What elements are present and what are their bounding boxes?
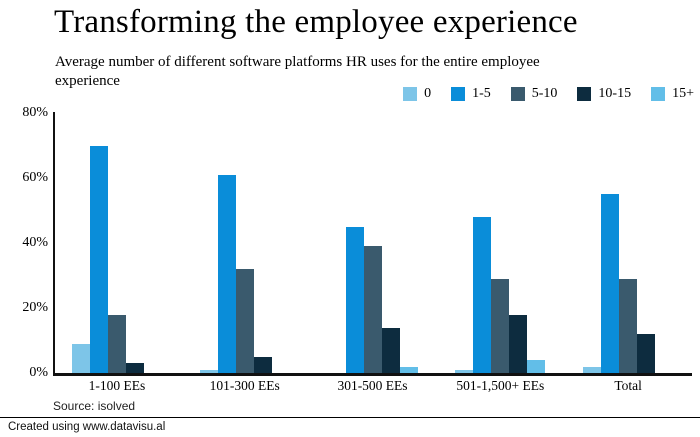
legend-label: 15+: [672, 86, 694, 101]
y-tick-label: 20%: [22, 300, 48, 315]
bar-5-10-Total: [619, 278, 638, 373]
bar-0-1-100 EEs: [71, 343, 90, 373]
bar-10-15-1-100 EEs: [125, 363, 144, 373]
bar-group-501-1,500+ EEs: [455, 217, 546, 373]
legend-item-0: 0: [403, 86, 431, 102]
legend-label: 5-10: [531, 86, 558, 101]
bar-0-501-1,500+ EEs: [455, 369, 474, 373]
bar-5-10-301-500 EEs: [363, 246, 382, 373]
bar-1-5-1-100 EEs: [89, 145, 108, 373]
x-category-label: Total: [614, 378, 642, 393]
bar-15+-501-1,500+ EEs: [527, 360, 546, 373]
bar-5-10-101-300 EEs: [235, 269, 254, 373]
bar-15+-301-500 EEs: [399, 366, 418, 373]
bar-5-10-501-1,500+ EEs: [491, 278, 510, 373]
bar-0-Total: [583, 366, 602, 373]
bar-group-301-500 EEs: [328, 226, 418, 373]
bar-1-5-Total: [601, 194, 620, 373]
bar-5-10-1-100 EEs: [107, 314, 126, 373]
x-category-label: 101-300 EEs: [209, 378, 280, 393]
chart-subtitle-line2: experience: [55, 72, 120, 89]
y-tick-label: 0%: [29, 365, 48, 380]
legend-swatch-icon: [577, 87, 592, 101]
y-tick-label: 80%: [22, 105, 48, 120]
bar-10-15-101-300 EEs: [253, 356, 272, 373]
legend-swatch-icon: [651, 87, 666, 101]
bar-1-5-301-500 EEs: [345, 226, 364, 373]
legend-item-10-15: 10-15: [577, 86, 631, 102]
x-category-label: 301-500 EEs: [337, 378, 408, 393]
bar-10-15-Total: [637, 334, 656, 373]
footer-divider: [0, 417, 700, 418]
y-axis-line: [53, 112, 55, 375]
y-tick-label: 40%: [22, 235, 48, 250]
bar-group-Total: [583, 194, 673, 373]
legend-item-15+: 15+: [651, 86, 694, 102]
chart-subtitle: Average number of different software pla…: [55, 53, 540, 91]
legend-item-1-5: 1-5: [451, 86, 491, 102]
legend-label: 1-5: [472, 86, 491, 101]
legend-label: 0: [424, 86, 432, 101]
legend-swatch-icon: [510, 87, 525, 101]
chart-legend: 0 1-5 5-10 10-15 15+: [403, 86, 694, 102]
x-category-label: 501-1,500+ EEs: [456, 378, 545, 393]
bar-10-15-501-1,500+ EEs: [509, 314, 528, 373]
credit-note: Created using www.datavisu.al: [8, 421, 166, 433]
bar-1-5-501-1,500+ EEs: [473, 217, 492, 373]
x-axis-line: [53, 373, 692, 376]
chart-subtitle-line1: Average number of different software pla…: [55, 54, 540, 70]
legend-item-5-10: 5-10: [510, 86, 558, 102]
bar-group-1-100 EEs: [71, 145, 162, 373]
legend-swatch-icon: [403, 87, 418, 101]
bar-1-5-101-300 EEs: [217, 174, 236, 373]
x-category-label: 1-100 EEs: [88, 378, 146, 393]
page-title: Transforming the employee experience: [54, 4, 578, 40]
source-note: Source: isolved: [53, 399, 136, 413]
legend-label: 10-15: [598, 86, 632, 101]
y-tick-label: 60%: [22, 170, 48, 185]
legend-swatch-icon: [451, 87, 466, 101]
bar-group-101-300 EEs: [199, 174, 290, 373]
bar-10-15-301-500 EEs: [381, 327, 400, 373]
bar-0-101-300 EEs: [199, 369, 218, 373]
